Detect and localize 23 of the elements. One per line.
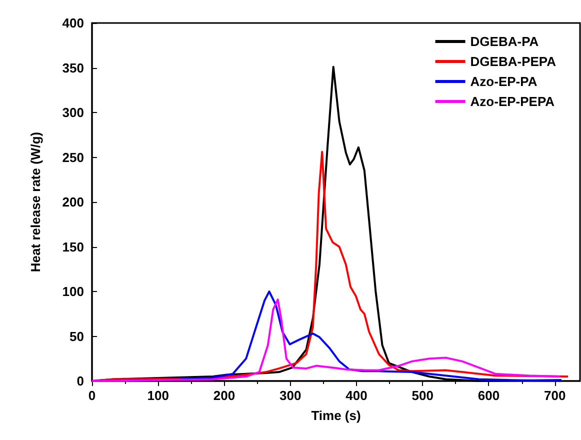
- y-tick-label: 300: [62, 105, 84, 120]
- y-tick-label: 50: [70, 328, 84, 344]
- x-tick-label: 0: [88, 388, 96, 403]
- x-axis-title: Time (s): [311, 408, 361, 423]
- x-tick-label: 100: [147, 388, 169, 403]
- legend-label: Azo-EP-PA: [470, 74, 538, 89]
- x-tick-label: 700: [544, 388, 566, 403]
- legend-label: DGEBA-PEPA: [470, 54, 557, 69]
- legend-label: DGEBA-PA: [470, 34, 540, 49]
- legend-label: Azo-EP-PEPA: [470, 94, 556, 109]
- x-tick-label: 200: [213, 388, 236, 403]
- y-tick-label: 100: [62, 284, 84, 299]
- x-tick-label: 500: [412, 388, 434, 403]
- x-tick-label: 600: [478, 388, 500, 403]
- y-tick-label: 350: [62, 60, 84, 76]
- x-tick-label: 300: [280, 388, 302, 403]
- y-axis-title: Heat release rate (W/g): [28, 132, 43, 272]
- y-tick-label: 200: [62, 194, 84, 210]
- y-tick-label: 0: [76, 374, 84, 388]
- x-tick-label: 400: [346, 388, 368, 403]
- y-tick-label: 250: [62, 150, 84, 165]
- y-tick-label: 150: [62, 239, 84, 254]
- y-tick-label: 400: [62, 16, 84, 30]
